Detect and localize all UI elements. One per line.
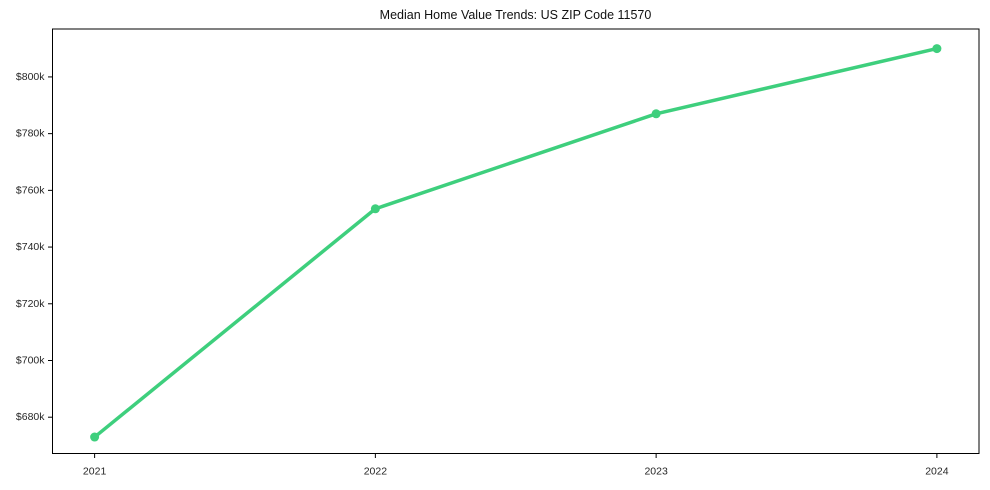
y-axis-tick-label: $740k — [16, 241, 45, 253]
chart-title: Median Home Value Trends: US ZIP Code 11… — [379, 8, 652, 22]
y-axis-tick-label: $800k — [16, 71, 45, 83]
x-axis-tick-label: 2023 — [644, 466, 668, 478]
data-point-marker — [932, 44, 942, 54]
x-axis-tick-label: 2021 — [83, 466, 107, 478]
y-axis-tick-label: $680k — [16, 411, 45, 423]
data-point-marker — [370, 204, 380, 214]
data-point-marker — [90, 432, 100, 442]
x-axis-tick-label: 2022 — [364, 466, 388, 478]
plot-frame — [52, 28, 980, 454]
y-axis-tick-label: $760k — [16, 184, 45, 196]
line-series — [93, 46, 938, 439]
data-point-marker — [651, 109, 661, 119]
y-axis-tick-label: $700k — [16, 354, 45, 366]
y-axis-tick-label: $720k — [16, 298, 45, 310]
x-axis-tick-label: 2024 — [925, 466, 949, 478]
y-axis-tick-label: $780k — [16, 128, 45, 140]
